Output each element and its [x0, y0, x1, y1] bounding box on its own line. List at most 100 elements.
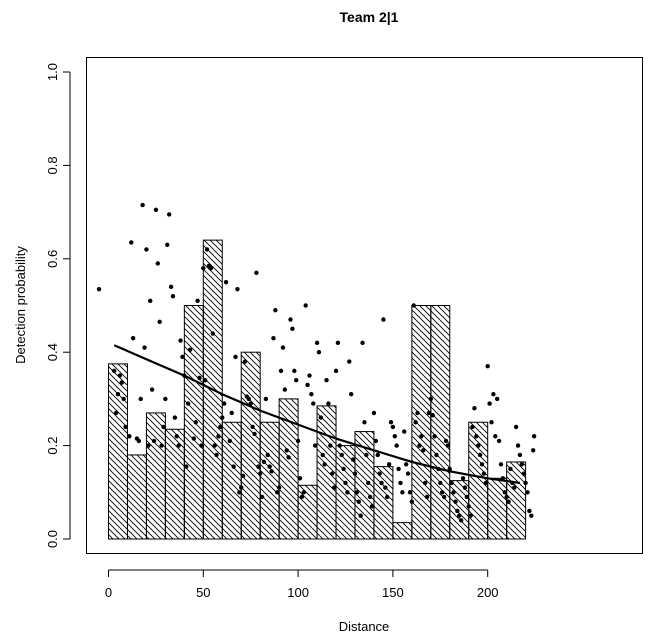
- point-86: [280, 345, 286, 350]
- point-108: [322, 462, 327, 467]
- point-13: [138, 396, 143, 402]
- point-63: [237, 490, 242, 495]
- x-tick-label-0: 0: [105, 585, 112, 600]
- point-10: [130, 335, 136, 341]
- point-205: [506, 499, 511, 504]
- point-102: [311, 401, 316, 406]
- point-137: [377, 471, 382, 476]
- y-tick-label-2: 0.4: [45, 343, 60, 361]
- point-119: [343, 480, 348, 486]
- point-4: [117, 373, 123, 378]
- point-134: [371, 410, 377, 416]
- point-66: [242, 359, 248, 364]
- point-58: [227, 438, 233, 444]
- point-91: [290, 326, 295, 332]
- point-138: [379, 480, 384, 486]
- bar-2: [145, 412, 166, 540]
- point-126: [356, 499, 361, 504]
- point-190: [477, 452, 483, 458]
- point-144: [390, 424, 396, 430]
- point-128: [360, 340, 365, 346]
- point-95: [297, 476, 303, 481]
- bar-14: [373, 466, 394, 540]
- point-153: [407, 490, 413, 495]
- point-39: [187, 347, 193, 353]
- point-165: [430, 413, 435, 418]
- point-43: [197, 375, 202, 381]
- point-group: [96, 202, 537, 523]
- point-72: [254, 270, 259, 276]
- point-141: [385, 494, 390, 500]
- point-62: [235, 286, 240, 292]
- point-53: [216, 434, 221, 439]
- x-tick-label-3: 150: [382, 585, 404, 600]
- point-166: [432, 434, 437, 439]
- bar-1: [126, 454, 147, 540]
- point-200: [496, 438, 502, 444]
- point-109: [324, 378, 329, 383]
- point-170: [439, 490, 445, 495]
- point-158: [417, 443, 422, 448]
- bar-17: [430, 305, 451, 540]
- bar-9: [278, 398, 299, 540]
- point-198: [493, 434, 498, 439]
- point-98: [303, 303, 308, 308]
- point-216: [527, 508, 532, 514]
- point-183: [464, 494, 470, 500]
- bar-group: [108, 239, 527, 540]
- point-212: [519, 462, 525, 467]
- point-208: [512, 485, 517, 490]
- point-191: [479, 462, 485, 467]
- point-120: [345, 490, 350, 495]
- point-180: [458, 518, 464, 523]
- point-217: [529, 513, 534, 518]
- point-46: [202, 378, 208, 383]
- point-99: [305, 382, 310, 388]
- point-27: [165, 242, 170, 247]
- point-94: [295, 438, 301, 444]
- point-73: [256, 464, 261, 469]
- point-104: [314, 340, 320, 346]
- point-171: [441, 494, 447, 500]
- point-169: [438, 480, 443, 486]
- point-61: [233, 354, 238, 360]
- y-tick-label-5: 1.0: [45, 63, 60, 81]
- point-218: [531, 448, 536, 453]
- bar-15: [392, 522, 413, 540]
- point-14: [140, 202, 145, 208]
- x-tick-label-4: 200: [477, 585, 499, 600]
- chart-title: Team 2|1: [340, 9, 399, 25]
- point-194: [485, 364, 490, 369]
- point-107: [320, 452, 325, 458]
- point-101: [309, 392, 314, 397]
- point-105: [316, 350, 322, 355]
- point-176: [451, 490, 456, 495]
- point-52: [214, 452, 219, 458]
- point-136: [375, 452, 380, 458]
- point-80: [269, 469, 274, 474]
- point-38: [185, 401, 191, 406]
- y-axis-label: Detection probability: [13, 246, 28, 364]
- point-131: [366, 480, 371, 486]
- point-0: [96, 286, 102, 292]
- point-124: [352, 471, 358, 476]
- point-29: [168, 284, 174, 290]
- point-133: [369, 504, 375, 509]
- point-84: [276, 485, 282, 490]
- point-110: [326, 401, 331, 406]
- bar-8: [259, 421, 280, 540]
- point-132: [367, 494, 373, 500]
- point-92: [292, 368, 297, 374]
- point-192: [481, 471, 487, 476]
- point-111: [328, 443, 333, 448]
- point-112: [330, 471, 335, 476]
- point-195: [487, 401, 492, 406]
- point-96: [299, 494, 305, 500]
- point-33: [176, 443, 181, 448]
- point-179: [457, 513, 462, 518]
- point-22: [155, 261, 160, 266]
- point-201: [498, 462, 504, 467]
- point-175: [449, 480, 454, 486]
- bar-3: [164, 428, 185, 540]
